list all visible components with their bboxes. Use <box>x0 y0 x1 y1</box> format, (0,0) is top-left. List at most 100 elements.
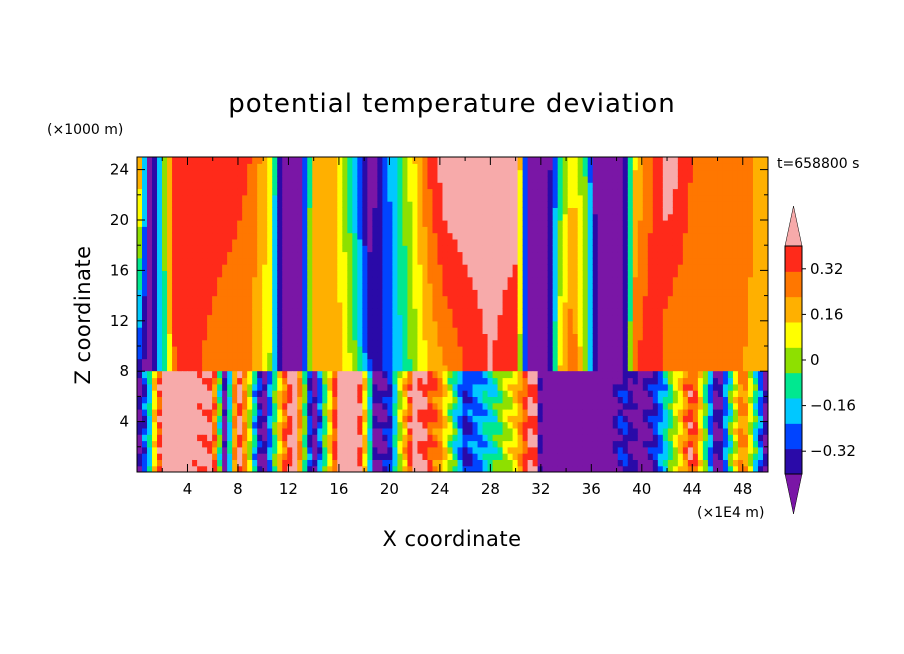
heatmap-cell <box>332 440 338 448</box>
heatmap-cell <box>707 201 714 208</box>
heatmap-cell <box>597 301 604 309</box>
heatmap-cell <box>137 182 143 190</box>
heatmap-cell <box>307 346 313 353</box>
heatmap-cell <box>187 427 193 435</box>
heatmap-cell <box>322 163 328 171</box>
heatmap-cell <box>422 289 429 297</box>
heatmap-cell <box>627 232 634 240</box>
heatmap-cell <box>317 314 323 322</box>
heatmap-cell <box>567 320 574 328</box>
heatmap-cell <box>382 276 388 284</box>
heatmap-cell <box>227 213 233 221</box>
heatmap-cell <box>207 327 213 334</box>
heatmap-cell <box>372 333 378 341</box>
heatmap-cell <box>467 163 474 171</box>
heatmap-cell <box>222 264 228 271</box>
heatmap-cell <box>307 207 313 215</box>
heatmap-cell <box>467 213 474 221</box>
heatmap-cell <box>477 295 484 303</box>
heatmap-cell <box>542 157 549 164</box>
heatmap-cell <box>252 346 258 353</box>
heatmap-cell <box>137 465 143 472</box>
heatmap-cell <box>452 308 459 316</box>
heatmap-cell <box>292 352 298 360</box>
heatmap-cell <box>627 213 634 221</box>
heatmap-cell <box>212 427 218 435</box>
heatmap-cell <box>467 157 474 164</box>
heatmap-cell <box>652 182 659 190</box>
heatmap-cell <box>442 163 449 171</box>
heatmap-cell <box>592 264 599 271</box>
heatmap-cell <box>542 207 549 215</box>
heatmap-cell <box>257 352 263 360</box>
heatmap-cell <box>142 333 148 341</box>
heatmap-cell <box>737 364 744 372</box>
heatmap-cell <box>712 188 719 196</box>
heatmap-cell <box>172 226 178 234</box>
heatmap-cell <box>257 232 263 240</box>
heatmap-cell <box>187 459 193 467</box>
heatmap-cell <box>252 270 258 278</box>
heatmap-cell <box>252 320 258 328</box>
heatmap-cell <box>347 320 353 328</box>
heatmap-cell <box>737 264 744 271</box>
heatmap-cell <box>587 314 594 322</box>
heatmap-cell <box>337 264 343 271</box>
heatmap-cell <box>502 327 509 334</box>
heatmap-cell <box>482 163 489 171</box>
heatmap-cell <box>657 245 664 253</box>
heatmap-cell <box>237 390 243 397</box>
heatmap-cell <box>437 314 444 322</box>
heatmap-cell <box>447 339 454 347</box>
heatmap-cell <box>157 377 163 385</box>
heatmap-cell <box>552 201 559 208</box>
heatmap-cell <box>162 402 168 410</box>
heatmap-cell <box>392 213 399 221</box>
heatmap-cell <box>482 245 489 253</box>
heatmap-cell <box>257 364 263 372</box>
heatmap-cell <box>447 257 454 265</box>
heatmap-cell <box>232 182 238 190</box>
heatmap-cell <box>437 238 444 246</box>
heatmap-cell <box>352 175 358 183</box>
heatmap-cell <box>622 301 629 309</box>
heatmap-cell <box>367 245 373 253</box>
heatmap-cell <box>652 157 659 164</box>
heatmap-cell <box>232 289 238 297</box>
heatmap-cell <box>512 251 519 259</box>
heatmap-cell <box>377 301 383 309</box>
heatmap-cell <box>412 169 419 177</box>
heatmap-cell <box>342 434 348 442</box>
heatmap-cell <box>522 226 529 234</box>
heatmap-cell <box>587 207 594 215</box>
heatmap-cell <box>672 301 679 309</box>
heatmap-cell <box>262 188 268 196</box>
heatmap-cell <box>192 226 198 234</box>
heatmap-cell <box>307 409 313 416</box>
heatmap-cell <box>327 415 333 423</box>
heatmap-cell <box>432 257 439 265</box>
heatmap-cell <box>442 301 449 309</box>
heatmap-cell <box>297 402 303 410</box>
heatmap-cell <box>352 327 358 334</box>
heatmap-cell <box>142 257 148 265</box>
heatmap-cell <box>637 201 644 208</box>
heatmap-cell <box>637 232 644 240</box>
heatmap-cell <box>407 226 414 234</box>
heatmap-cell <box>327 264 333 271</box>
heatmap-cell <box>667 157 674 164</box>
heatmap-cell <box>487 314 494 322</box>
heatmap-cell <box>572 276 579 284</box>
heatmap-cell <box>312 264 318 271</box>
heatmap-cell <box>327 396 333 404</box>
heatmap-cell <box>177 364 183 372</box>
heatmap-cell <box>337 188 343 196</box>
heatmap-cell <box>702 207 709 215</box>
heatmap-cell <box>327 157 333 164</box>
heatmap-cell <box>312 465 318 472</box>
heatmap-cell <box>617 188 624 196</box>
heatmap-cell <box>472 264 479 271</box>
heatmap-cell <box>212 465 218 472</box>
heatmap-cell <box>517 352 524 360</box>
heatmap-cell <box>707 358 714 366</box>
